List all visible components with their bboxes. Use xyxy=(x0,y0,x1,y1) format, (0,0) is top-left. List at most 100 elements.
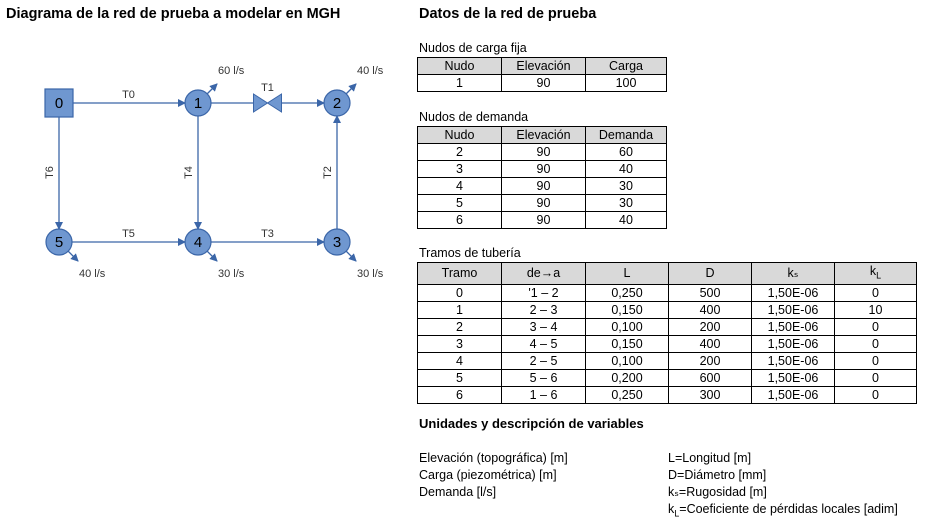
demand-label: 40 l/s xyxy=(79,268,106,280)
pipes-cell: 6 xyxy=(417,385,502,404)
pipes-cell: 1 xyxy=(417,300,502,319)
pipe-label: T1 xyxy=(261,82,274,94)
demand-nodes-row: 6 90 40 xyxy=(417,211,667,229)
pipes-header-cell: kₛ xyxy=(751,262,835,285)
unit-local-loss: kL=Coeficiente de pérdidas locales [adim… xyxy=(668,502,898,519)
demand-nodes-cell: 40 xyxy=(585,160,667,178)
demand-nodes-table: Nudo Elevación Demanda 2 90 60 3 90 40 4 90 30 5 90 30… xyxy=(417,126,667,229)
pipe-label: T5 xyxy=(122,228,135,240)
demand-nodes-header-cell: Nudo xyxy=(417,126,502,144)
pipes-cell: 5 – 6 xyxy=(501,368,586,387)
pipes-cell: 300 xyxy=(668,385,752,404)
demand-nodes-row: 2 90 60 xyxy=(417,143,667,161)
node-0: 0 xyxy=(44,88,74,118)
pipes-header-cell: Tramo xyxy=(417,262,502,285)
pipes-cell: 0,200 xyxy=(585,368,669,387)
pipes-header-cell: D xyxy=(668,262,752,285)
pipes-cell: 400 xyxy=(668,334,752,353)
data-title: Datos de la red de prueba xyxy=(419,6,597,22)
pipes-header-cell: kL xyxy=(834,262,917,285)
unit-elevation: Elevación (topográfica) [m] xyxy=(419,451,568,465)
node-label: 3 xyxy=(333,234,341,251)
pipes-cell: 200 xyxy=(668,351,752,370)
pipes-header-cell: L xyxy=(585,262,669,285)
fixed-head-cell: 100 xyxy=(585,74,667,92)
fixed-head-header-row: Nudo Elevación Carga xyxy=(417,57,667,75)
demand-nodes-cell: 90 xyxy=(501,143,586,161)
pipes-cell: 1,50E-06 xyxy=(751,300,835,319)
pipes-cell: 4 – 5 xyxy=(501,334,586,353)
pipes-cell: 1,50E-06 xyxy=(751,317,835,336)
node-5: 5 xyxy=(45,228,73,256)
pipe-label: T4 xyxy=(183,166,195,179)
demand-label: 30 l/s xyxy=(218,268,245,280)
pipes-cell: 0 xyxy=(834,385,917,404)
pipes-cell: 0 xyxy=(834,283,917,302)
pipes-cell: 2 – 3 xyxy=(501,300,586,319)
node-label: 0 xyxy=(55,95,63,112)
demand-label: 30 l/s xyxy=(357,268,384,280)
pipes-cell: 0,100 xyxy=(585,317,669,336)
pipes-cell: 0 xyxy=(417,283,502,302)
pipe-label: T2 xyxy=(322,166,334,179)
demand-nodes-cell: 4 xyxy=(417,177,502,195)
pipes-cell: 0,150 xyxy=(585,334,669,353)
pipes-row: 0'1 – 2 0,250 500 1,50E-06 0 xyxy=(417,283,917,302)
demand-nodes-cell: 30 xyxy=(585,194,667,212)
pipes-cell: 2 xyxy=(417,317,502,336)
demand-2: 40 l/s xyxy=(345,65,384,95)
pipe-t6: T6 xyxy=(44,116,63,230)
demand-nodes-header-cell: Elevación xyxy=(501,126,586,144)
pipes-cell: 500 xyxy=(668,283,752,302)
valve-icon xyxy=(253,93,282,113)
pipes-cell: 400 xyxy=(668,300,752,319)
demand-nodes-cell: 60 xyxy=(585,143,667,161)
units-right-list: L=Longitud [m] D=Diámetro [mm] kₛ=Rugosi… xyxy=(668,450,898,523)
node-label: 2 xyxy=(333,95,341,112)
pipes-cell: 5 xyxy=(417,368,502,387)
pipe-t1: T1 xyxy=(211,82,325,113)
pipe-label: T6 xyxy=(44,166,56,179)
demand-nodes-caption: Nudos de demanda xyxy=(419,110,529,124)
unit-head: Carga (piezométrica) [m] xyxy=(419,468,557,482)
demand-nodes-header-row: Nudo Elevación Demanda xyxy=(417,126,667,144)
pipes-cell: 4 xyxy=(417,351,502,370)
pipes-cell: 3 – 4 xyxy=(501,317,586,336)
demand-nodes-header-cell: Demanda xyxy=(585,126,667,144)
demand-label: 40 l/s xyxy=(357,65,384,77)
pipes-cell: 1,50E-06 xyxy=(751,368,835,387)
demand-nodes-cell: 2 xyxy=(417,143,502,161)
unit-roughness: kₛ=Rugosidad [m] xyxy=(668,485,767,499)
node-2: 2 xyxy=(323,89,351,117)
pipes-cell: 0,250 xyxy=(585,385,669,404)
demand-nodes-cell: 6 xyxy=(417,211,502,229)
pipes-cell: 1,50E-06 xyxy=(751,351,835,370)
demand-5: 40 l/s xyxy=(67,250,106,280)
demand-nodes-row: 4 90 30 xyxy=(417,177,667,195)
node-label: 1 xyxy=(194,95,202,112)
units-title: Unidades y descripción de variables xyxy=(419,416,644,431)
pipes-cell: 0,150 xyxy=(585,300,669,319)
demand-nodes-cell: 3 xyxy=(417,160,502,178)
pipe-t2: T2 xyxy=(322,115,341,229)
pipes-cell: 1,50E-06 xyxy=(751,283,835,302)
demand-nodes-row: 5 90 30 xyxy=(417,194,667,212)
demand-nodes-cell: 90 xyxy=(501,160,586,178)
demand-nodes-cell: 30 xyxy=(585,177,667,195)
fixed-head-cell: 90 xyxy=(501,74,586,92)
pipes-cell: 1,50E-06 xyxy=(751,385,835,404)
node-4: 4 xyxy=(184,228,212,256)
unit-length: L=Longitud [m] xyxy=(668,451,752,465)
fixed-head-row: 1 90 100 xyxy=(417,74,667,92)
pipes-cell: 2 – 5 xyxy=(501,351,586,370)
fixed-head-cell: 1 xyxy=(417,74,502,92)
pipes-cell: 10 xyxy=(834,300,917,319)
fixed-head-caption: Nudos de carga fija xyxy=(419,41,527,55)
pipe-t5: T5 xyxy=(72,228,186,246)
pipe-label: T3 xyxy=(261,228,274,240)
